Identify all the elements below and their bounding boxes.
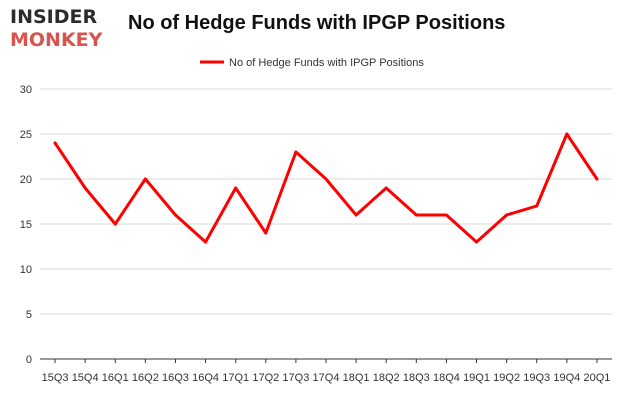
data-point (143, 177, 147, 181)
x-tick-label: 18Q3 (403, 372, 430, 384)
data-point (83, 186, 87, 190)
x-tick-label: 18Q1 (343, 372, 370, 384)
y-tick-label: 5 (26, 309, 32, 321)
data-point (535, 204, 539, 208)
data-point (264, 231, 268, 235)
grid-lines (40, 88, 612, 360)
data-point (475, 240, 479, 244)
data-point (505, 213, 509, 217)
y-tick-label: 0 (26, 354, 32, 366)
x-tick-label: 18Q4 (433, 372, 460, 384)
data-point (565, 132, 569, 136)
x-tick-label: 18Q2 (373, 372, 400, 384)
x-axis-ticks: 15Q3 15Q4 16Q1 16Q2 16Q3 16Q4 17Q1 17Q2 17Q3 17Q4… (42, 359, 610, 384)
data-point (204, 240, 208, 244)
x-tick-label: 17Q1 (222, 372, 249, 384)
y-axis-ticks: 0 5 10 15 20 25 30 (20, 84, 32, 366)
x-tick-label: 15Q3 (42, 372, 69, 384)
y-tick-label: 10 (20, 264, 32, 276)
y-tick-label: 15 (20, 219, 32, 231)
data-point (324, 177, 328, 181)
data-point (354, 213, 358, 217)
x-tick-label: 16Q3 (162, 372, 189, 384)
x-tick-label: 17Q4 (313, 372, 340, 384)
data-point (234, 186, 238, 190)
legend-label: No of Hedge Funds with IPGP Positions (229, 57, 424, 69)
x-tick-label: 20Q1 (583, 372, 610, 384)
data-point (595, 177, 599, 181)
x-tick-label: 16Q4 (192, 372, 219, 384)
data-point (444, 213, 448, 217)
x-tick-label: 15Q4 (72, 372, 99, 384)
data-point (53, 141, 57, 145)
data-point (113, 222, 117, 226)
x-tick-label: 19Q2 (493, 372, 520, 384)
x-tick-label: 16Q2 (132, 372, 159, 384)
y-tick-label: 30 (20, 84, 32, 96)
chart-title: No of Hedge Funds with IPGP Positions (128, 12, 506, 34)
insider-monkey-logo: INSIDER MONKEY (6, 4, 118, 54)
x-tick-label: 19Q1 (463, 372, 490, 384)
x-tick-label: 19Q3 (523, 372, 550, 384)
y-tick-label: 20 (20, 174, 32, 186)
x-tick-label: 17Q2 (252, 372, 279, 384)
series-group (53, 132, 599, 244)
y-tick-label: 25 (20, 129, 32, 141)
x-tick-label: 17Q3 (282, 372, 309, 384)
series-line (53, 132, 599, 244)
data-point (173, 213, 177, 217)
x-tick-label: 16Q1 (102, 372, 129, 384)
logo-line-2: MONKEY (10, 29, 103, 51)
data-point (414, 213, 418, 217)
logo-line-1: INSIDER (10, 6, 98, 28)
data-point (294, 150, 298, 154)
legend: No of Hedge Funds with IPGP Positions (200, 57, 424, 69)
data-point (384, 186, 388, 190)
x-tick-label: 19Q4 (553, 372, 580, 384)
